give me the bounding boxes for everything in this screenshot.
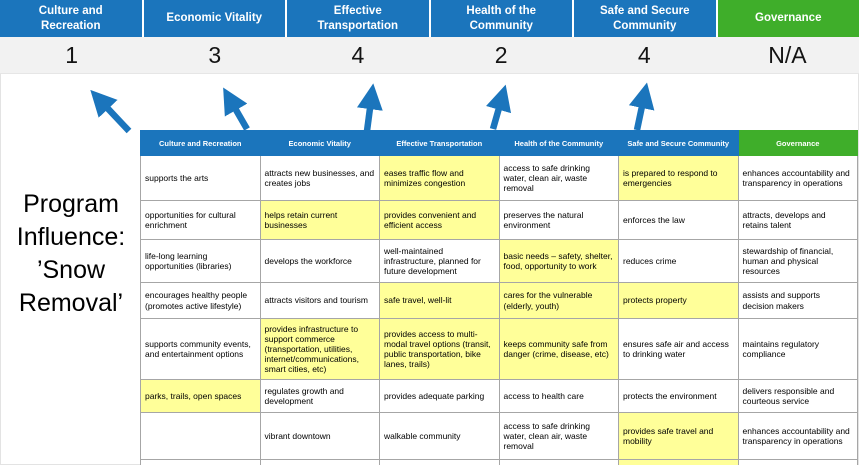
arrow-icon-transportation	[356, 83, 383, 132]
matrix-row-4: encourages healthy people (promotes acti…	[140, 282, 858, 319]
score-safe-and-secure-community: 4	[637, 41, 651, 68]
matrix-cell-looks-after-it-s-most-vulnerable: looks after it's most vulnerable	[618, 459, 739, 465]
matrix-cell-protects-property: protects property	[618, 282, 739, 319]
matrix-cell-empty	[140, 459, 261, 465]
matrix-cell-parks-trails-open-spaces: parks, trails, open spaces	[140, 379, 261, 413]
matrix-body: supports the arts attracts new businesses…	[140, 155, 858, 465]
matrix-cell-empty	[259, 459, 380, 465]
score-arrows	[90, 82, 655, 134]
matrix-cell-ensures-safe-air-and-access-to-drinking-: ensures safe air and access to drinking …	[618, 318, 739, 380]
matrix-cell-develops-the-workforce: develops the workforce	[259, 239, 380, 283]
goal-header-bar: Culture and Recreation Economic Vitality E…	[0, 0, 859, 37]
matrix-cell-assists-and-supports-decision-makers: assists and supports decision makers	[737, 282, 858, 319]
matrix-cell-reduces-crime: reduces crime	[618, 239, 739, 283]
arrow-icon-culture	[90, 89, 132, 134]
matrix-cell-provides-convenient-and-efficient-access: provides convenient and efficient access	[379, 200, 500, 240]
goal-header-health-of-the-community: Health of the Community	[430, 0, 572, 37]
matrix-cell-access-to-safe-drinking-water-clean-air-: access to safe drinking water, clean air…	[498, 412, 619, 460]
arrow-icon-economic	[223, 87, 250, 131]
matrix-cell-keeps-community-safe-from-danger-crime-d: keeps community safe from danger (crime,…	[498, 318, 619, 380]
arrow-icon-safe	[628, 82, 655, 131]
goal-header-economic-vitality: Economic Vitality	[143, 0, 285, 37]
matrix-cell-enhances-accountability-and-transparency: enhances accountability and transparency…	[737, 412, 858, 460]
matrix-cell-delivers-responsible-and-courteous-servi: delivers responsible and courteous servi…	[737, 379, 858, 413]
score-health-of-the-community: 2	[494, 41, 508, 68]
matrix-cell-empty	[498, 459, 619, 465]
matrix-cell-encourages-healthy-people-promotes-activ: encourages healthy people (promotes acti…	[140, 282, 261, 319]
matrix-cell-empty	[379, 459, 500, 465]
matrix-cell-supports-community-events-and-entertainm: supports community events, and entertain…	[140, 318, 261, 380]
matrix-cell-preserves-the-natural-environment: preserves the natural environment	[498, 200, 619, 240]
arrow-icon-health	[486, 84, 512, 130]
matrix-cell-enforces-the-law: enforces the law	[618, 200, 739, 240]
matrix-header-economic-vitality: Economic Vitality	[259, 130, 380, 156]
matrix-cell-protects-the-environment: protects the environment	[618, 379, 739, 413]
matrix-cell-helps-retain-current-businesses: helps retain current businesses	[259, 200, 380, 240]
matrix-row-3: life-long learning opportunities (librar…	[140, 239, 858, 283]
goal-header-culture-and-recreation: Culture and Recreation	[0, 0, 142, 37]
matrix-cell-access-to-safe-drinking-water-clean-air-: access to safe drinking water, clean air…	[498, 155, 619, 201]
matrix-header-health-of-the-community: Health of the Community	[498, 130, 619, 156]
matrix-cell-maintains-regulatory-compliance: maintains regulatory compliance	[737, 318, 858, 380]
goal-header-governance: Governance	[717, 0, 859, 37]
matrix-cell-provides-access-to-multi-modal-travel-op: provides access to multi-modal travel op…	[379, 318, 500, 380]
matrix-row-5: supports community events, and entertain…	[140, 318, 858, 380]
matrix-cell-cares-for-the-vulnerable-elderly-youth: cares for the vulnerable (elderly, youth…	[498, 282, 619, 319]
matrix-cell-eases-traffic-flow-and-minimizes-congest: eases traffic flow and minimizes congest…	[379, 155, 500, 201]
matrix-cell-opportunities-for-cultural-enrichment: opportunities for cultural enrichment	[140, 200, 261, 240]
matrix-row-2: opportunities for cultural enrichment hel…	[140, 200, 858, 240]
matrix-cell-vibrant-downtown: vibrant downtown	[259, 412, 380, 460]
goal-header-effective-transportation: Effective Transportation	[287, 0, 429, 37]
matrix-cell-attracts-visitors-and-tourism: attracts visitors and tourism	[259, 282, 380, 319]
matrix-row-6: parks, trails, open spaces regulates grow…	[140, 379, 858, 413]
matrix-cell-stewardship-of-financial-human-and-physi: stewardship of financial, human and phys…	[737, 239, 858, 283]
goal-header-safe-and-secure-community: Safe and Secure Community	[574, 0, 716, 37]
matrix-cell-life-long-learning-opportunities-librari: life-long learning opportunities (librar…	[140, 239, 261, 283]
matrix-header-governance: Governance	[737, 130, 858, 156]
matrix-cell-enhances-accountability-and-transparency: enhances accountability and transparency…	[737, 155, 858, 201]
matrix-header-culture-and-recreation: Culture and Recreation	[140, 130, 261, 156]
matrix-cell-empty	[737, 459, 858, 465]
matrix-header-effective-transportation: Effective Transportation	[379, 130, 500, 156]
score-governance: N/A	[768, 41, 807, 68]
matrix-cell-supports-the-arts: supports the arts	[140, 155, 261, 201]
matrix-row-7: vibrant downtown walkable community access…	[140, 412, 858, 460]
matrix-cell-well-maintained-infrastructure-planned-f: well-maintained infrastructure, planned …	[379, 239, 500, 283]
matrix-cell-is-prepared-to-respond-to-emergencies: is prepared to respond to emergencies	[618, 155, 739, 201]
matrix-row-1: supports the arts attracts new businesses…	[140, 155, 858, 201]
matrix-cell-empty	[140, 412, 261, 460]
matrix-cell-attracts-develops-and-retains-talent: attracts, develops and retains talent	[737, 200, 858, 240]
scoreboard: Culture and Recreation Economic Vitality E…	[0, 0, 859, 74]
score-economic-vitality: 3	[208, 41, 222, 68]
matrix-cell-safe-travel-well-lit: safe travel, well-lit	[379, 282, 500, 319]
matrix-cell-basic-needs-safety-shelter-food-opportun: basic needs – safety, shelter, food, opp…	[498, 239, 619, 283]
matrix-cell-provides-adequate-parking: provides adequate parking	[379, 379, 500, 413]
matrix-header-row: Culture and Recreation Economic Vitality E…	[140, 130, 858, 156]
score-culture-and-recreation: 1	[65, 41, 78, 68]
program-title: Program Influence: ’Snow Removal’	[16, 190, 126, 317]
score-effective-transportation: 4	[351, 41, 365, 68]
matrix-header-safe-and-secure-community: Safe and Secure Community	[618, 130, 739, 156]
matrix-cell-walkable-community: walkable community	[379, 412, 500, 460]
matrix-cell-attracts-new-businesses-and-creates-jobs: attracts new businesses, and creates job…	[259, 155, 380, 201]
influence-matrix: Culture and Recreation Economic Vitality E…	[140, 130, 858, 465]
score-bar: 1 3 4 2 4 N/A	[0, 37, 859, 74]
influence-matrix-table: Culture and Recreation Economic Vitality E…	[140, 130, 858, 465]
matrix-cell-access-to-health-care: access to health care	[498, 379, 619, 413]
matrix-cell-provides-infrastructure-to-support-comme: provides infrastructure to support comme…	[259, 318, 380, 380]
matrix-cell-regulates-growth-and-development: regulates growth and development	[259, 379, 380, 413]
matrix-row-8: looks after it's most vulnerable	[140, 459, 858, 465]
matrix-cell-provides-safe-travel-and-mobility: provides safe travel and mobility	[618, 412, 739, 460]
